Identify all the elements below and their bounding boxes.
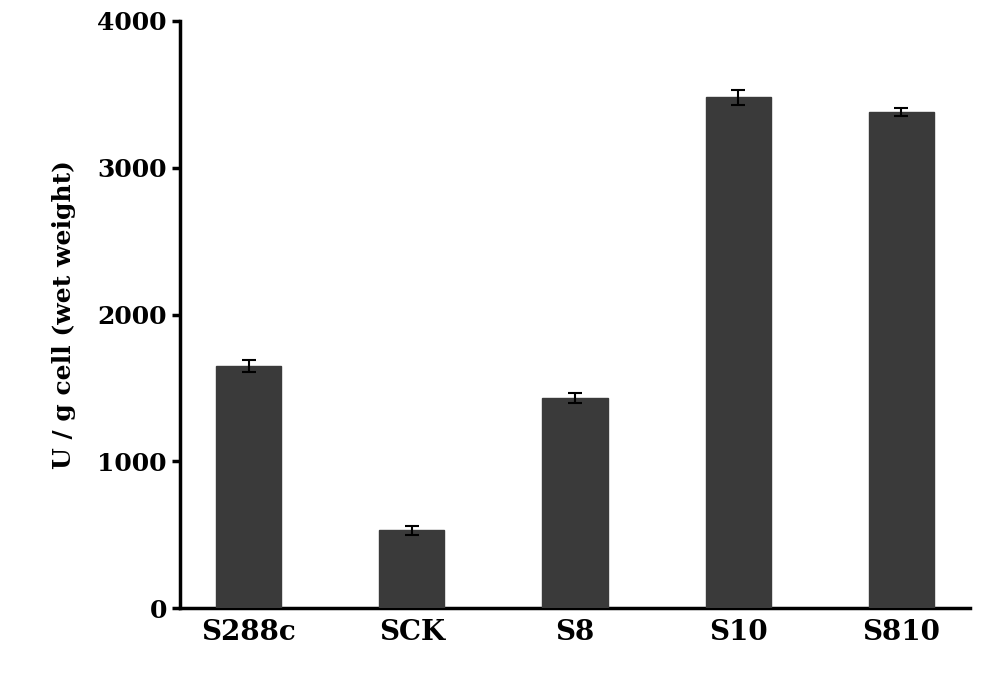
Bar [216,366,281,608]
Bar [706,97,771,608]
Bar [542,398,608,608]
Bar [379,531,444,608]
Bar [869,112,934,608]
Y-axis label: U / g cell (wet weight): U / g cell (wet weight) [52,160,76,469]
